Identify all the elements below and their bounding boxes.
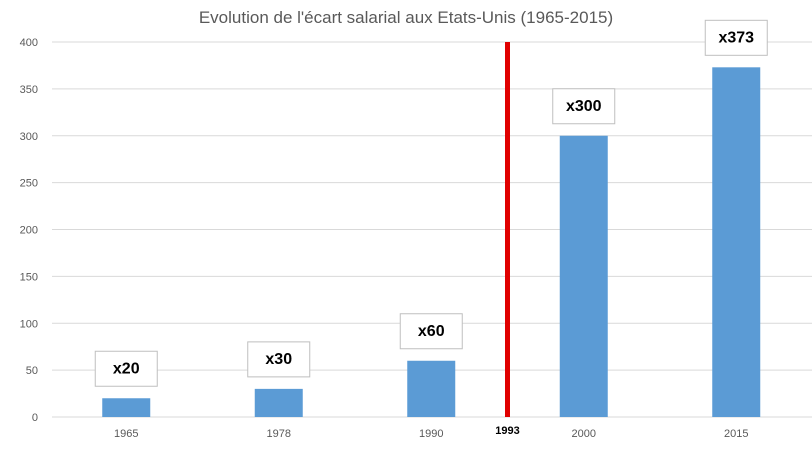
data-label-box xyxy=(94,350,158,387)
data-label-box xyxy=(552,88,616,125)
y-axis-tick-labels: 0 50 100 150 200 250 300 350 400 xyxy=(20,37,38,424)
x-axis-category-labels: 1965 1978 1990 2000 2015 xyxy=(114,428,748,440)
data-label: x30 xyxy=(247,341,311,378)
year-marker: 1993 xyxy=(495,42,520,437)
data-labels: x20 x30 x60 x300 x373 xyxy=(94,19,768,387)
y-tick-label: 0 xyxy=(32,412,38,424)
x-category-label: 1965 xyxy=(114,428,138,440)
chart-title: Evolution de l'écart salarial aux Etats-… xyxy=(198,8,614,27)
x-category-label: 2015 xyxy=(724,428,748,440)
data-label-text: x30 xyxy=(265,351,292,368)
y-tick-label: 150 xyxy=(20,271,38,283)
data-label: x60 xyxy=(399,313,463,350)
data-label-box xyxy=(247,341,311,378)
x-category-label: 2000 xyxy=(572,428,596,440)
y-tick-label: 50 xyxy=(26,365,38,377)
bar xyxy=(712,67,761,417)
x-category-label: 1990 xyxy=(419,428,443,440)
data-label-text: x300 xyxy=(566,98,602,115)
bars xyxy=(102,67,761,417)
y-tick-label: 250 xyxy=(20,178,38,190)
y-tick-label: 400 xyxy=(20,37,38,49)
y-tick-label: 300 xyxy=(20,131,38,143)
data-label-box xyxy=(399,313,463,350)
data-label-text: x20 xyxy=(113,360,140,377)
bar xyxy=(407,360,456,417)
data-label: x20 xyxy=(94,350,158,387)
data-label: x300 xyxy=(552,88,616,125)
y-tick-label: 100 xyxy=(20,318,38,330)
bar xyxy=(102,398,151,417)
marker-year-label: 1993 xyxy=(495,425,519,437)
y-tick-label: 200 xyxy=(20,225,38,237)
x-category-label: 1978 xyxy=(267,428,291,440)
data-label: x373 xyxy=(704,19,768,56)
bar xyxy=(559,135,608,417)
y-tick-label: 350 xyxy=(20,84,38,96)
data-label-text: x60 xyxy=(418,323,445,340)
data-label-box xyxy=(704,19,768,56)
data-label-text: x373 xyxy=(718,29,754,46)
bar xyxy=(254,388,303,417)
